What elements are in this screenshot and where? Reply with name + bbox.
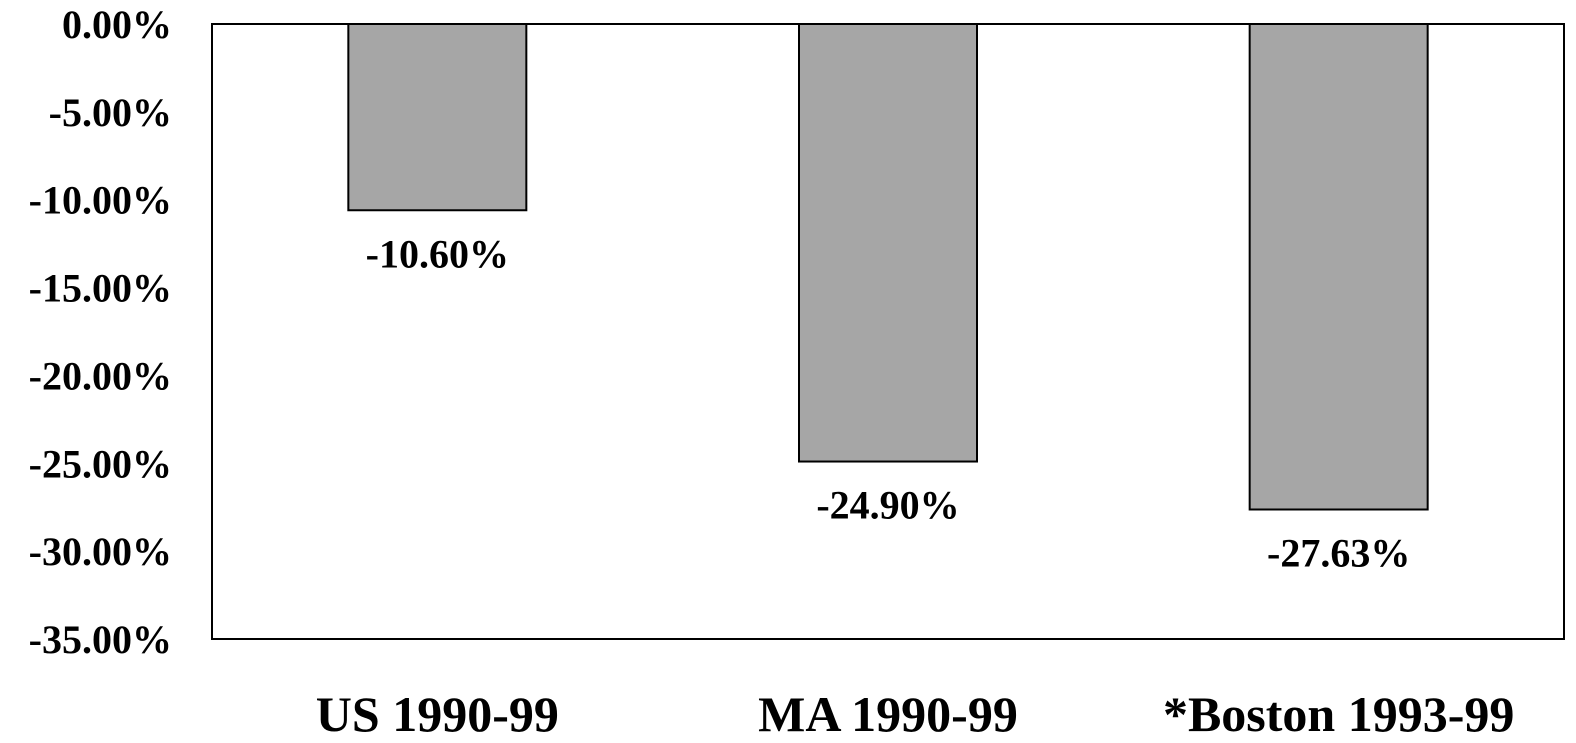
bar	[347, 23, 528, 212]
category-label: MA 1990-99	[758, 686, 1018, 742]
category-label: US 1990-99	[316, 686, 559, 742]
bar	[798, 23, 978, 463]
data-label: -27.63%	[1267, 530, 1410, 575]
bars	[347, 23, 1429, 511]
bar	[1248, 23, 1429, 511]
y-tick-label: 0.00%	[62, 2, 172, 47]
y-axis-tick-labels: 0.00% -5.00% -10.00% -15.00% -20.00% -25.00% -…	[29, 2, 172, 662]
y-tick-label: -5.00%	[49, 90, 172, 135]
data-label: -24.90%	[816, 483, 959, 528]
data-labels: -10.60% -24.90% -27.63%	[366, 231, 1411, 575]
y-tick-label: -25.00%	[29, 441, 172, 486]
y-tick-label: -35.00%	[29, 617, 172, 662]
y-tick-label: -10.00%	[29, 178, 172, 223]
data-label: -10.60%	[366, 231, 509, 276]
y-tick-label: -15.00%	[29, 266, 172, 311]
y-tick-label: -30.00%	[29, 529, 172, 574]
x-axis-category-labels: US 1990-99 MA 1990-99 *Boston 1993-99	[316, 686, 1515, 742]
y-tick-label: -20.00%	[29, 353, 172, 398]
category-label: *Boston 1993-99	[1163, 686, 1514, 742]
